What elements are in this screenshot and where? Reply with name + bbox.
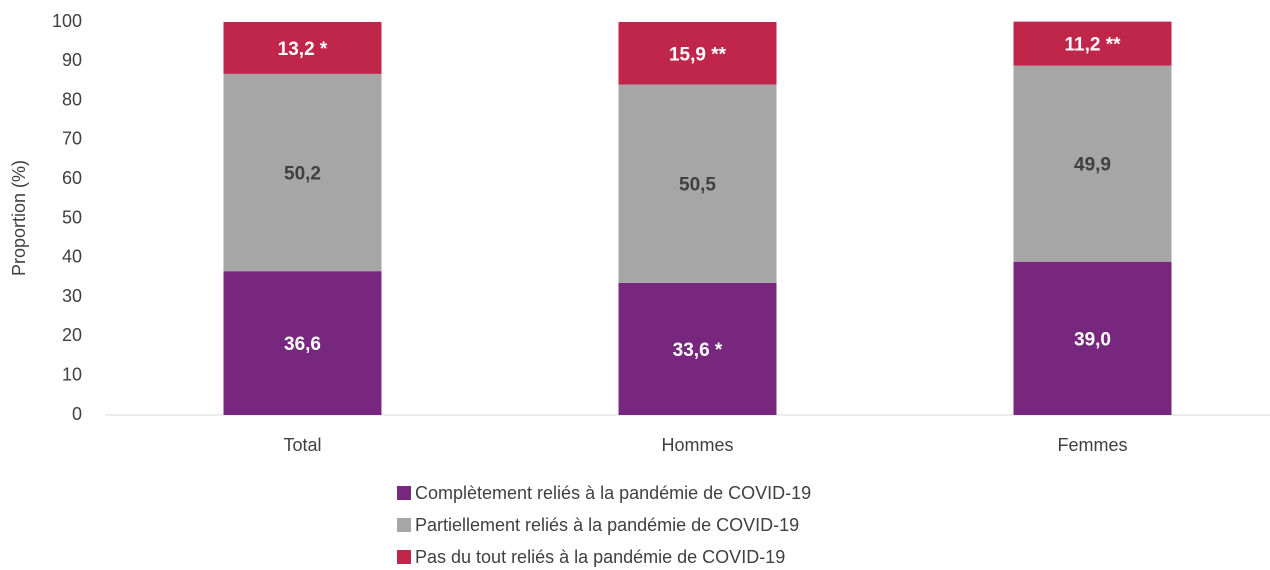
y-tick-label: 50 [62, 207, 82, 227]
value-label: 50,5 [679, 175, 716, 196]
y-tick-label: 0 [72, 404, 82, 424]
value-label: 39,0 [1074, 329, 1111, 350]
value-label: 50,2 [284, 164, 321, 185]
x-tick-label: Total [283, 435, 321, 455]
value-label: 33,6 * [673, 340, 723, 361]
y-tick-label: 30 [62, 286, 82, 306]
x-tick-label: Femmes [1057, 435, 1127, 455]
value-label: 15,9 ** [669, 44, 727, 65]
value-label: 49,9 [1074, 155, 1111, 176]
legend-label: Partiellement reliés à la pandémie de CO… [415, 515, 799, 535]
value-label: 11,2 ** [1065, 35, 1122, 56]
legend-label: Complètement reliés à la pandémie de COV… [415, 483, 811, 503]
y-tick-label: 60 [62, 168, 82, 188]
legend-label: Pas du tout reliés à la pandémie de COVI… [415, 547, 785, 567]
legend-swatch [397, 518, 411, 532]
bar-segment [618, 84, 777, 283]
bar-segment [1013, 261, 1172, 415]
y-tick-label: 40 [62, 247, 82, 267]
y-tick-label: 20 [62, 325, 82, 345]
y-tick-label: 10 [62, 364, 82, 384]
value-label: 13,2 * [278, 39, 328, 60]
y-tick-label: 80 [62, 89, 82, 109]
bar-segment [1013, 21, 1172, 66]
bar-segment [618, 22, 777, 85]
y-tick-label: 100 [52, 11, 82, 31]
bar-segment [1013, 65, 1172, 262]
legend-swatch [397, 486, 411, 500]
bar-segment [223, 73, 382, 272]
y-axis-label: Proportion (%) [9, 160, 29, 276]
bar-segment [223, 22, 382, 74]
legend-swatch [397, 550, 411, 564]
bar-segment [618, 282, 777, 415]
y-tick-label: 70 [62, 129, 82, 149]
value-label: 36,6 [284, 334, 321, 355]
x-tick-label: Hommes [661, 435, 733, 455]
bar-segment [223, 271, 382, 415]
y-tick-label: 90 [62, 50, 82, 70]
